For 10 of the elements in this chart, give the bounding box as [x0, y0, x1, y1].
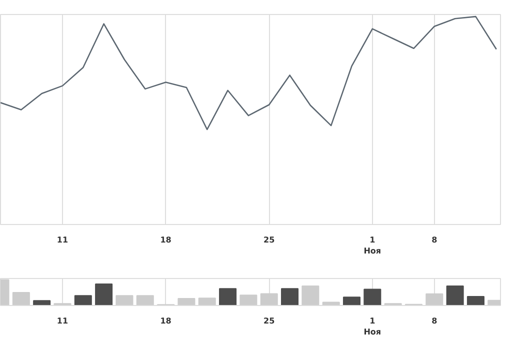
x-tick-label: 11: [56, 236, 68, 244]
x-tick-label: 18: [160, 316, 172, 326]
x-tick-label: 8: [432, 236, 438, 244]
x-tick-label: 18: [160, 236, 172, 244]
x-tick-label: 25: [264, 316, 276, 326]
x-tick-label: 1 Ноя: [364, 316, 382, 336]
x-tick-label: 8: [432, 316, 438, 326]
x-tick-label: 1 Ноя: [364, 236, 382, 256]
x-tick-label: 11: [56, 316, 68, 326]
x-tick-label: 25: [264, 236, 276, 244]
